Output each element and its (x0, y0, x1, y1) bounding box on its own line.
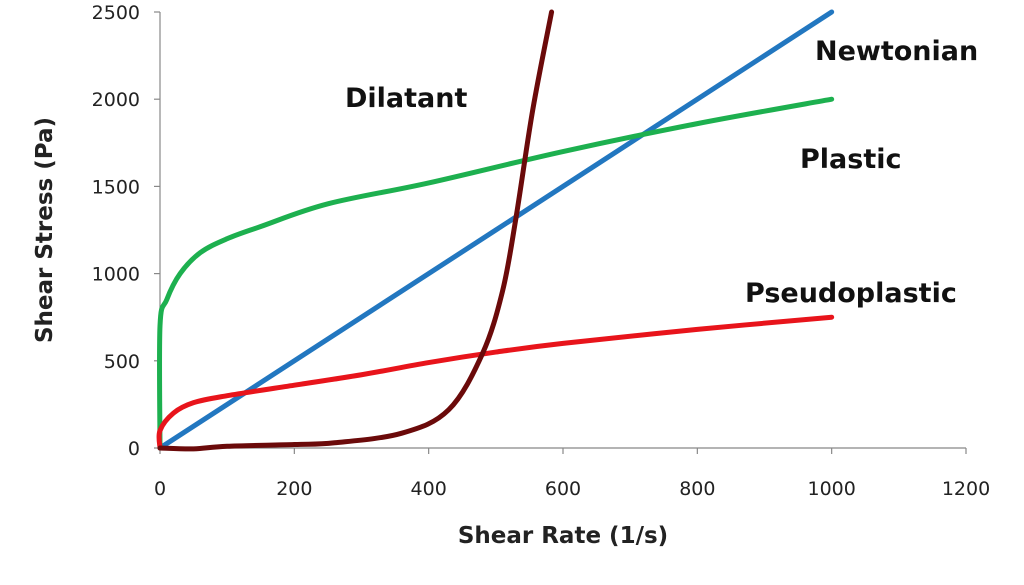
x-tick-label: 800 (679, 478, 715, 500)
x-tick-label: 1000 (807, 478, 855, 500)
axes (159, 12, 966, 449)
x-tick-label: 600 (545, 478, 581, 500)
series-dilatant-line (157, 9, 555, 452)
x-axis-title: Shear Rate (1/s) (458, 523, 668, 549)
label-pseudoplastic: Pseudoplastic (745, 278, 957, 309)
y-tick-label: 500 (104, 351, 140, 373)
x-tick-label: 1200 (942, 478, 990, 500)
y-tick-label: 2500 (92, 2, 140, 24)
series-newtonian-line (157, 9, 835, 451)
series-pseudoplastic-line (156, 314, 835, 451)
x-tick-label: 200 (276, 478, 312, 500)
y-tick-label: 0 (128, 438, 140, 460)
ticks: 0 200 400 600 800 1000 1200 0 500 1000 1500 2000 250… (92, 2, 991, 500)
label-dilatant: Dilatant (345, 83, 467, 114)
y-tick-label: 2000 (92, 89, 140, 111)
y-tick-label: 1000 (92, 264, 140, 286)
x-tick-label: 400 (411, 478, 447, 500)
series-plastic-line (156, 96, 835, 451)
y-tick-label: 1500 (92, 176, 140, 198)
label-plastic: Plastic (800, 144, 902, 175)
y-axis-title: Shear Stress (Pa) (32, 117, 58, 343)
label-newtonian: Newtonian (815, 36, 978, 67)
series-lines (156, 9, 835, 452)
x-tick-label: 0 (154, 478, 166, 500)
